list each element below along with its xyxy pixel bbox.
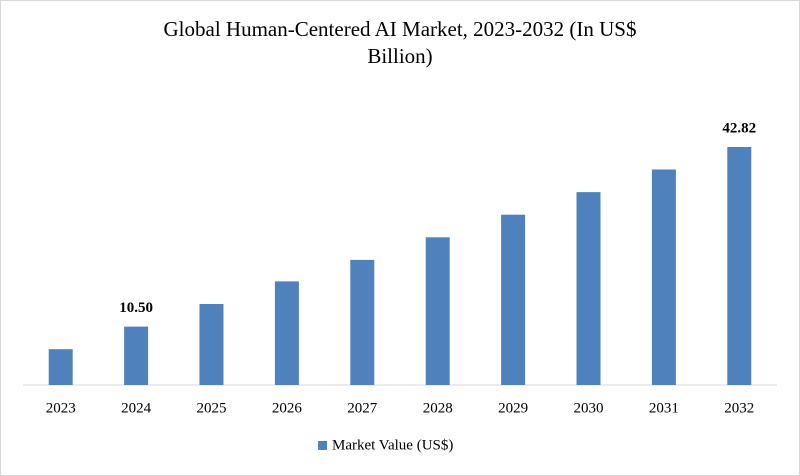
x-tick-label: 2023 [46,400,76,416]
x-tick-label: 2031 [649,400,679,416]
bar [199,304,224,385]
x-tick-label: 2025 [197,400,227,416]
x-tick-label: 2027 [347,400,378,416]
x-tick-label: 2030 [574,400,604,416]
x-tick-label: 2032 [724,400,754,416]
chart-title: Billion) [367,44,432,68]
x-tick-label: 2026 [272,400,303,416]
bar [274,281,299,385]
legend-label: Market Value (US$) [332,437,453,453]
bar [48,349,73,385]
x-tick-label: 2029 [498,400,528,416]
bar [350,259,375,385]
data-label: 42.82 [722,120,756,136]
legend-swatch [318,441,327,450]
bar [651,169,676,385]
data-label: 10.50 [119,300,153,316]
bar [727,147,752,385]
bar [425,237,450,385]
bar [576,192,601,385]
bar [501,214,526,385]
x-tick-label: 2024 [121,400,152,416]
bar [124,326,149,385]
x-tick-label: 2028 [423,400,453,416]
chart-title: Global Human-Centered AI Market, 2023-20… [164,17,637,41]
